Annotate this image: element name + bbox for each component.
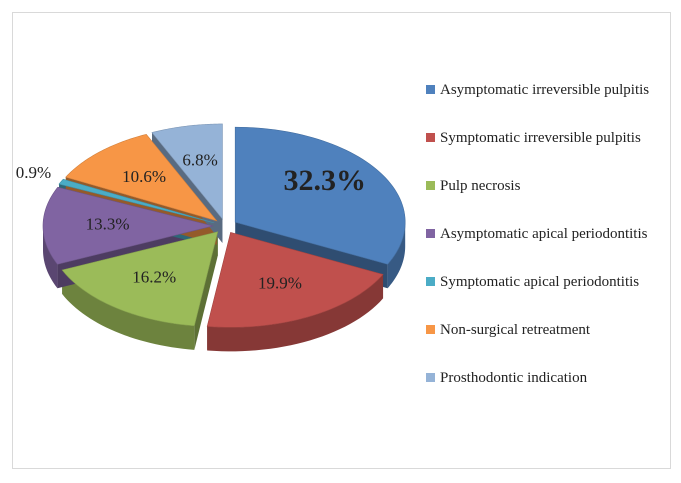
- data-label: 19.9%: [258, 273, 302, 292]
- legend-swatch: [426, 85, 435, 94]
- slice: [234, 126, 406, 265]
- slice-side: [207, 274, 384, 352]
- legend-swatch: [426, 133, 435, 142]
- legend-item: Asymptomatic apical periodontitis: [426, 224, 662, 244]
- legend-item: Prosthodontic indication: [426, 368, 662, 388]
- legend-label: Non-surgical retreatment: [440, 322, 591, 338]
- slice: [206, 231, 384, 328]
- slice-side: [387, 222, 406, 289]
- slice-side: [43, 225, 58, 289]
- legend-label: Symptomatic irreversible pulpitis: [440, 130, 641, 146]
- legend-swatch: [426, 373, 435, 382]
- legend-swatch: [426, 277, 435, 286]
- data-label: 0.9%: [16, 163, 51, 182]
- slice-side: [62, 270, 195, 350]
- chart-frame: [12, 12, 671, 469]
- legend-item: Pulp necrosis: [426, 176, 662, 196]
- legend-label: Asymptomatic apical periodontitis: [440, 226, 648, 242]
- legend-item: Asymptomatic irreversible pulpitis: [426, 80, 662, 100]
- legend-swatch: [426, 229, 435, 238]
- data-label: 10.6%: [122, 167, 166, 186]
- slice: [65, 133, 218, 222]
- slice: [61, 231, 219, 327]
- legend-item: Symptomatic irreversible pulpitis: [426, 128, 662, 148]
- legend-swatch: [426, 325, 435, 334]
- slice: [58, 178, 215, 224]
- data-label: 6.8%: [182, 150, 217, 169]
- legend-swatch: [426, 181, 435, 190]
- legend-label: Asymptomatic irreversible pulpitis: [440, 82, 650, 98]
- slice: [151, 123, 223, 220]
- slice-wall: [194, 231, 218, 350]
- legend-label: Symptomatic apical periodontitis: [440, 274, 640, 290]
- legend-label: Pulp necrosis: [440, 178, 521, 194]
- data-label: 32.3%: [283, 164, 366, 197]
- data-label: 16.2%: [132, 268, 176, 287]
- legend-item: Non-surgical retreatment: [426, 320, 662, 340]
- legend-label: Prosthodontic indication: [440, 370, 588, 386]
- data-label: 13.3%: [86, 215, 130, 234]
- slice: [42, 186, 214, 265]
- legend-item: Symptomatic apical periodontitis: [426, 272, 662, 292]
